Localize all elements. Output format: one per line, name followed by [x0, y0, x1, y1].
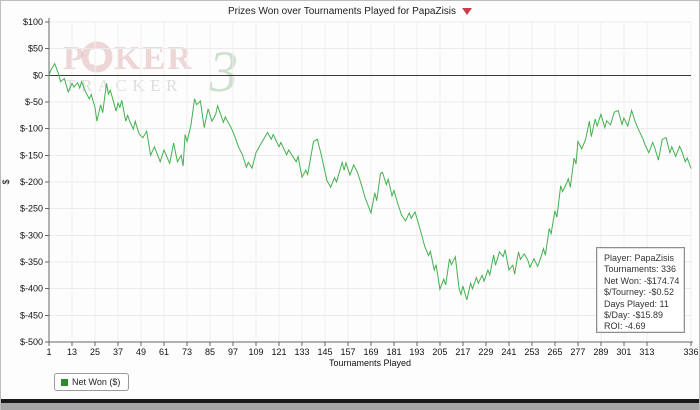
y-tick-label: $-300: [20, 230, 43, 240]
y-axis-title: $: [1, 179, 11, 184]
y-tick-label: $-100: [20, 124, 43, 134]
stat-net-won: Net Won: -$174.74: [604, 275, 680, 286]
net-won-line: [48, 62, 692, 301]
chart-options-dropdown-icon[interactable]: [462, 8, 473, 15]
x-tick-label: 1: [46, 347, 51, 357]
x-tick-label: 181: [386, 347, 401, 357]
x-tick-label: 265: [547, 347, 562, 357]
x-axis-title: Tournaments Played: [329, 358, 411, 368]
stat-days-played: Days Played: 11: [604, 298, 669, 309]
x-tick-label: 289: [593, 347, 608, 357]
chart-title: Prizes Won over Tournaments Played for P…: [227, 6, 457, 17]
legend: Net Won ($): [54, 373, 130, 391]
stat-tournaments: Tournaments: 336: [604, 264, 677, 275]
y-tick-label: $-500: [20, 337, 43, 347]
x-tick-label: 109: [248, 347, 263, 357]
legend-swatch-net-won: [61, 378, 68, 386]
stat-per-day: $/Day: -$15.89: [604, 310, 664, 321]
x-tick-label: 97: [228, 347, 238, 357]
x-tick-label: 61: [159, 347, 169, 357]
stats-panel: Player: PapaZisis Tournaments: 336 Net W…: [596, 247, 685, 333]
x-tick-label: 336: [683, 347, 698, 357]
y-tick-label: $0: [33, 70, 43, 80]
chart-header: Prizes Won over Tournaments Played for P…: [1, 6, 699, 17]
stat-roi: ROI: -4.69: [604, 321, 646, 332]
x-tick-label: 169: [363, 347, 378, 357]
x-tick-label: 145: [317, 347, 332, 357]
stat-per-tourney: $/Tourney: -$0.52: [604, 287, 675, 298]
x-tick-label: 157: [340, 347, 355, 357]
x-tick-label: 301: [616, 347, 631, 357]
y-tick-label: $-250: [20, 204, 43, 214]
y-tick-label: $-150: [20, 150, 43, 160]
y-tick-label: $-400: [20, 284, 43, 294]
x-tick-label: 85: [205, 347, 215, 357]
x-tick-label: 253: [524, 347, 539, 357]
y-tick-label: $-350: [20, 257, 43, 267]
window-bottom-edge: [1, 399, 699, 403]
x-tick-label: 229: [478, 347, 493, 357]
y-tick-label: $-50: [25, 97, 43, 107]
x-tick-label: 193: [409, 347, 424, 357]
x-tick-label: 241: [501, 347, 516, 357]
stat-player: Player: PapaZisis: [604, 253, 675, 263]
legend-label: Net Won ($): [72, 377, 121, 387]
x-tick-label: 37: [113, 347, 123, 357]
y-tick-label: $-450: [20, 310, 43, 320]
x-tick-label: 25: [90, 347, 100, 357]
x-tick-label: 205: [432, 347, 447, 357]
x-tick-label: 217: [455, 347, 470, 357]
window-bottom-frame: [1, 403, 699, 410]
x-tick-label: 121: [271, 347, 286, 357]
x-tick-label: 277: [570, 347, 585, 357]
x-tick-label: 133: [294, 347, 309, 357]
x-tick-label: 13: [67, 347, 77, 357]
y-tick-label: $50: [28, 44, 43, 54]
y-tick-label: $100: [23, 17, 43, 27]
x-tick-label: 73: [182, 347, 192, 357]
y-tick-label: $-200: [20, 177, 43, 187]
x-tick-label: 49: [136, 347, 146, 357]
x-tick-label: 313: [639, 347, 654, 357]
